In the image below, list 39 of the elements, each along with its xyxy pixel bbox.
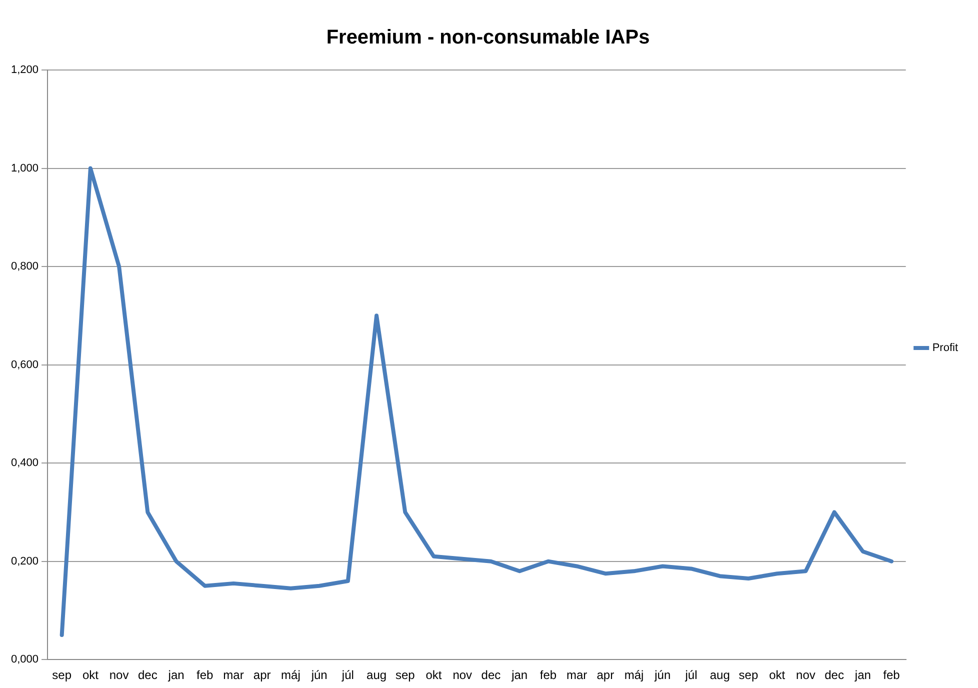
x-tick-label: mar xyxy=(223,668,244,682)
x-tick-label: dec xyxy=(138,668,158,682)
x-tick-label: aug xyxy=(710,668,730,682)
x-tick-label: okt xyxy=(82,668,100,682)
x-tick-label: nov xyxy=(452,668,472,682)
y-tick-label: 0,600 xyxy=(10,358,39,371)
x-tick-label: sep xyxy=(738,668,758,682)
x-tick-label: dec xyxy=(481,668,501,682)
x-tick-label: júl xyxy=(684,668,698,682)
x-tick-label: apr xyxy=(253,668,271,682)
y-tick-label: 1,000 xyxy=(10,162,39,174)
y-tick-label: 0,000 xyxy=(10,654,39,666)
x-tick-label: feb xyxy=(196,668,214,682)
x-tick-label: nov xyxy=(796,668,816,682)
x-tick-label: jún xyxy=(310,668,328,682)
y-tick-label: 0,400 xyxy=(10,457,39,470)
x-tick-label: dec xyxy=(824,668,844,682)
x-tick-label: jún xyxy=(654,668,671,682)
x-tick-label: júl xyxy=(340,668,354,682)
x-tick-label: mar xyxy=(566,668,588,682)
x-tick-label: apr xyxy=(596,668,614,682)
chart-title: Freemium - non-consumable IAPs xyxy=(326,26,650,49)
x-tick-label: okt xyxy=(769,668,786,682)
y-tick-label: 1,200 xyxy=(10,64,39,76)
x-tick-label: aug xyxy=(366,668,387,682)
legend-label: Profit xyxy=(932,342,958,354)
x-tick-label: sep xyxy=(395,668,416,682)
y-tick-label: 0,200 xyxy=(10,555,39,568)
x-tick-label: feb xyxy=(883,668,900,682)
x-tick-label: jan xyxy=(510,668,528,682)
x-tick-label: jan xyxy=(167,668,184,682)
x-tick-label: feb xyxy=(540,668,557,682)
y-tick-label: 0,800 xyxy=(10,260,39,273)
x-tick-label: jan xyxy=(854,668,871,682)
x-tick-label: máj xyxy=(281,668,300,682)
x-tick-label: nov xyxy=(109,668,129,682)
x-tick-label: sep xyxy=(52,668,72,682)
x-tick-label: okt xyxy=(426,668,442,682)
x-tick-label: máj xyxy=(624,668,644,682)
